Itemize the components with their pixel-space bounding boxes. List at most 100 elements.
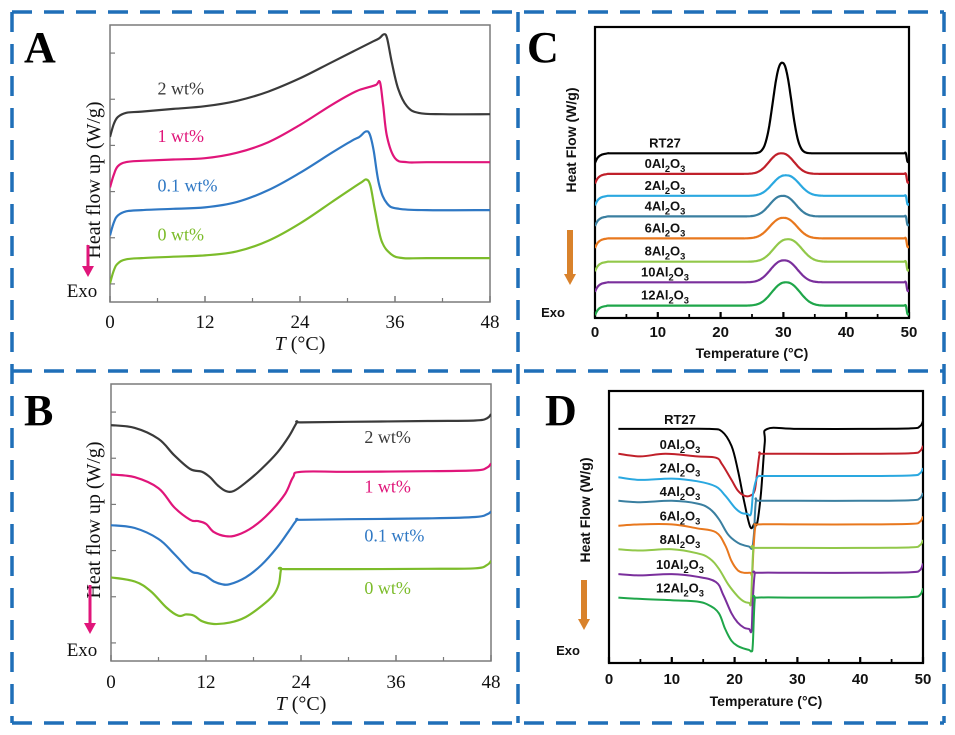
series-label: 0 wt% bbox=[364, 578, 411, 598]
series-label: 2 wt% bbox=[158, 78, 205, 98]
series-line bbox=[618, 492, 923, 550]
series-group bbox=[618, 420, 923, 653]
x-tick-label: 0 bbox=[605, 671, 613, 688]
exo-label: Exo bbox=[556, 643, 580, 658]
series-label: 8Al2O3 bbox=[645, 244, 686, 262]
exo-arrowhead-icon bbox=[84, 623, 96, 634]
series-line bbox=[111, 462, 491, 538]
x-tick-label: 10 bbox=[649, 324, 666, 341]
x-tick-label: 12 bbox=[196, 312, 215, 333]
series-line bbox=[595, 216, 909, 249]
series-line bbox=[110, 79, 490, 188]
x-axis-label: T (°C) bbox=[276, 693, 327, 715]
x-tick-label: 48 bbox=[481, 312, 500, 333]
series-label: RT27 bbox=[649, 135, 681, 150]
x-tick-label: 24 bbox=[291, 312, 311, 333]
series-label: 1 wt% bbox=[364, 476, 411, 496]
series-line bbox=[618, 467, 923, 517]
series-label: 8Al2O3 bbox=[660, 532, 701, 550]
series-line bbox=[111, 413, 491, 493]
series-label: 0 wt% bbox=[158, 225, 205, 245]
panel-b: B 0 12 24 36 48 T (°C) Heat flow up (W/g) Exo 2 w… bbox=[24, 383, 501, 715]
series-group bbox=[111, 413, 491, 626]
panel-d: D 0 10 20 30 40 50 Temperature (°C) Heat Flow (W… bbox=[545, 386, 931, 709]
panels: A 0 12 24 36 48 T (°C) Heat flow up (W/g) Exo 2 w… bbox=[24, 23, 931, 715]
series-label: 10Al2O3 bbox=[656, 557, 704, 575]
series-line bbox=[618, 588, 923, 653]
series-label: 6Al2O3 bbox=[660, 509, 701, 527]
plot-frame bbox=[110, 383, 492, 662]
y-axis-label: Heat flow up (W/g) bbox=[83, 441, 105, 598]
exo-arrowhead-icon bbox=[82, 266, 94, 277]
series-label: 2Al2O3 bbox=[660, 460, 701, 478]
x-tick-label: 36 bbox=[387, 672, 406, 693]
x-tick-label: 40 bbox=[852, 671, 869, 688]
x-tick-label: 30 bbox=[775, 324, 792, 341]
series-line bbox=[595, 174, 909, 206]
series-line bbox=[595, 61, 909, 164]
series-label: 4Al2O3 bbox=[645, 198, 686, 216]
series-line bbox=[618, 515, 923, 577]
plot-frame bbox=[607, 389, 925, 665]
x-tick-label: 10 bbox=[663, 671, 680, 688]
series-line bbox=[618, 539, 923, 607]
exo-label: Exo bbox=[67, 281, 98, 302]
series-line bbox=[110, 130, 490, 236]
panel-a: A 0 12 24 36 48 T (°C) Heat flow up (W/g) Exo 2 w… bbox=[24, 23, 500, 355]
series-line bbox=[595, 238, 909, 272]
x-tick-label: 20 bbox=[712, 324, 729, 341]
series-label: 2 wt% bbox=[364, 427, 411, 447]
y-axis-label: Heat Flow (W/g) bbox=[577, 458, 593, 563]
panel-c: C 0 10 20 30 40 50 Temperature (°C) Heat Flow (W… bbox=[527, 23, 917, 361]
series-line bbox=[618, 563, 923, 634]
series-group bbox=[110, 33, 490, 284]
x-axis-label: Temperature (°C) bbox=[696, 345, 809, 361]
y-axis-label: Heat Flow (W/g) bbox=[563, 88, 579, 193]
x-tick-label: 36 bbox=[386, 312, 405, 333]
exo-arrowhead-icon bbox=[578, 619, 590, 630]
series-label: 12Al2O3 bbox=[641, 288, 689, 306]
series-label: 6Al2O3 bbox=[645, 220, 686, 238]
panel-letter: B bbox=[24, 386, 53, 435]
exo-label: Exo bbox=[541, 305, 565, 320]
series-label: 4Al2O3 bbox=[660, 484, 701, 502]
series-label: 0.1 wt% bbox=[158, 175, 218, 195]
series-label: 2Al2O3 bbox=[645, 178, 686, 196]
y-axis-label: Heat flow up (W/g) bbox=[83, 101, 105, 258]
plot-frame bbox=[109, 24, 491, 303]
dashed-panel-borders bbox=[10, 10, 946, 725]
x-axis-label: T (°C) bbox=[275, 333, 326, 355]
series-line bbox=[111, 510, 491, 586]
series-label: RT27 bbox=[664, 412, 696, 427]
panel-letter: C bbox=[527, 23, 559, 72]
x-tick-label: 50 bbox=[901, 324, 918, 341]
x-tick-label: 20 bbox=[726, 671, 743, 688]
series-label: 10Al2O3 bbox=[641, 264, 689, 282]
x-tick-label: 48 bbox=[482, 672, 501, 693]
series-line bbox=[110, 178, 490, 284]
panel-letter: D bbox=[545, 386, 577, 435]
x-tick-label: 30 bbox=[789, 671, 806, 688]
x-tick-label: 0 bbox=[105, 312, 115, 333]
panel-letter: A bbox=[24, 23, 56, 72]
exo-arrowhead-icon bbox=[564, 274, 576, 285]
series-line bbox=[110, 33, 490, 138]
exo-label: Exo bbox=[67, 640, 98, 661]
series-label: 0Al2O3 bbox=[645, 156, 686, 174]
series-line bbox=[595, 281, 909, 316]
x-tick-label: 12 bbox=[197, 672, 216, 693]
series-label: 1 wt% bbox=[158, 126, 205, 146]
x-tick-label: 24 bbox=[292, 672, 312, 693]
series-label: 12Al2O3 bbox=[656, 581, 704, 599]
x-tick-label: 40 bbox=[838, 324, 855, 341]
series-line bbox=[595, 194, 909, 227]
series-line bbox=[595, 259, 909, 293]
series-label: 0Al2O3 bbox=[660, 437, 701, 455]
x-tick-label: 0 bbox=[591, 324, 599, 341]
x-axis-label: Temperature (°C) bbox=[710, 693, 823, 709]
series-line bbox=[595, 152, 909, 184]
series-group bbox=[595, 61, 909, 316]
series-line bbox=[618, 445, 923, 498]
